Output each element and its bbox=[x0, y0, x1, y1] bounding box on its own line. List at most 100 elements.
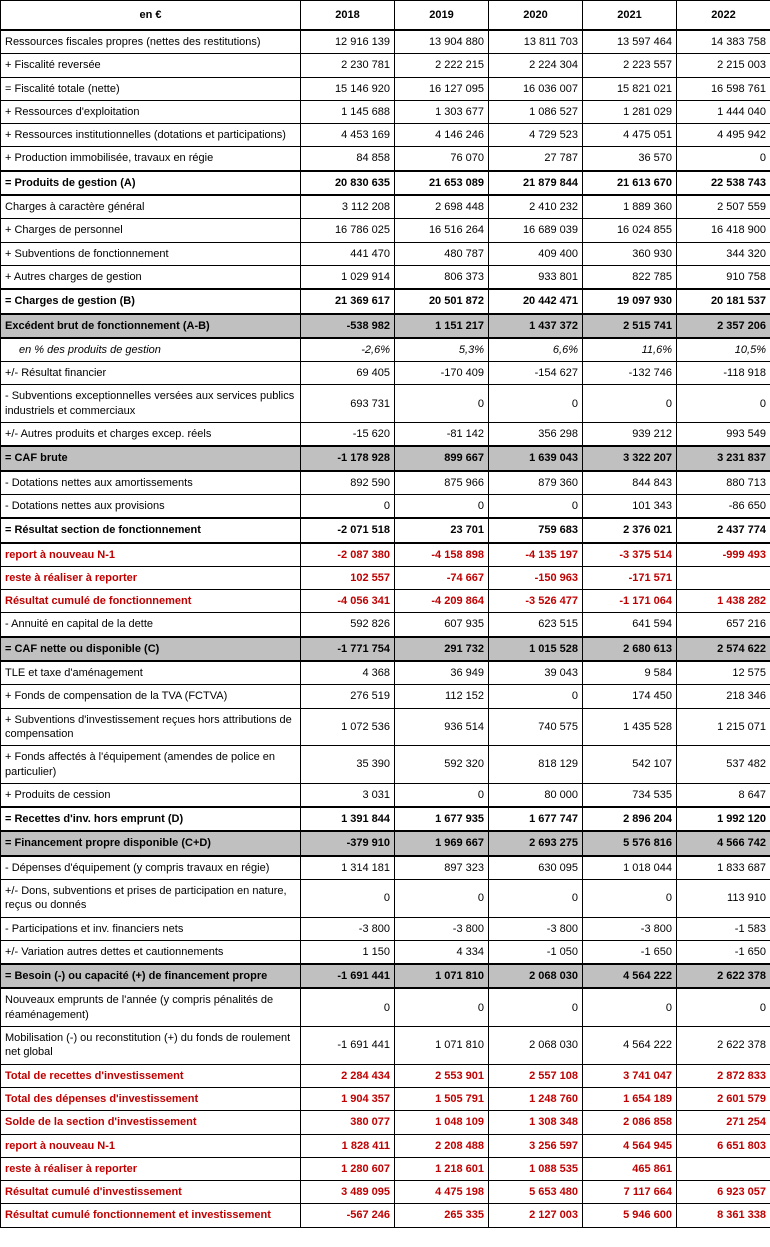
table-row: + Charges de personnel 16 786 025 16 516 2… bbox=[0, 218, 770, 243]
value-cell: 2 086 858 bbox=[582, 1110, 677, 1135]
value-cell: 0 bbox=[488, 684, 583, 709]
table-row: = Recettes d'inv. hors emprunt (D) 1 391 … bbox=[0, 806, 770, 833]
table-header: en €2018 2019 2020 2021 2022 bbox=[0, 0, 770, 31]
value-cell: 0 bbox=[488, 878, 583, 918]
table-row: - Dotations nettes aux provisions 0 0 0 101 … bbox=[0, 493, 770, 519]
value-cell: 592 320 bbox=[394, 745, 489, 784]
value-cell: 1 654 189 bbox=[582, 1086, 677, 1112]
table-row: reste à réaliser à reporter 1 280 607 1 21… bbox=[0, 1156, 770, 1182]
value-cell: -4 056 341 bbox=[300, 589, 395, 614]
value-cell: 844 843 bbox=[582, 470, 677, 495]
value-cell: 0 bbox=[300, 987, 395, 1028]
value-cell: 623 515 bbox=[488, 612, 583, 638]
value-cell: 441 470 bbox=[300, 241, 395, 266]
value-cell: 1 438 282 bbox=[676, 589, 770, 614]
row-label: Charges à caractère général bbox=[0, 194, 301, 220]
value-cell: 15 146 920 bbox=[300, 76, 395, 101]
row-label: reste à réaliser à reporter bbox=[0, 565, 301, 591]
value-cell: -379 910 bbox=[300, 830, 395, 857]
table-row: +/- Dons, subventions et prises de parti… bbox=[0, 878, 770, 918]
value-cell: 3 741 047 bbox=[582, 1063, 677, 1088]
value-cell: 4 566 742 bbox=[676, 830, 770, 857]
row-label: - Participations et inv. financiers nets bbox=[0, 916, 301, 941]
value-cell: 734 535 bbox=[582, 782, 677, 808]
value-cell: 993 549 bbox=[676, 422, 770, 447]
value-cell: -86 650 bbox=[676, 493, 770, 519]
value-cell: 1 029 914 bbox=[300, 264, 395, 290]
row-label: reste à réaliser à reporter bbox=[0, 1156, 301, 1182]
table-row: TLE et taxe d'aménagement 4 368 36 949 39 0… bbox=[0, 660, 770, 686]
row-label: Ressources fiscales propres (nettes des … bbox=[0, 29, 301, 55]
row-label: = Besoin (-) ou capacité (+) de financem… bbox=[0, 963, 301, 990]
value-cell: 7 117 664 bbox=[582, 1180, 677, 1205]
value-cell: -15 620 bbox=[300, 422, 395, 447]
value-cell: 0 bbox=[394, 493, 489, 519]
value-cell: 740 575 bbox=[488, 707, 583, 747]
row-label: + Fonds de compensation de la TVA (FCTVA… bbox=[0, 684, 301, 709]
value-cell: 0 bbox=[488, 384, 583, 424]
value-cell: 899 667 bbox=[394, 445, 489, 472]
value-cell: 84 858 bbox=[300, 146, 395, 172]
value-cell: 2 357 206 bbox=[676, 312, 770, 339]
value-cell: 2 698 448 bbox=[394, 194, 489, 220]
value-cell: 8 361 338 bbox=[676, 1203, 770, 1228]
row-label: + Produits de cession bbox=[0, 782, 301, 808]
value-cell: 2 215 003 bbox=[676, 53, 770, 78]
table-row: + Fiscalité reversée 2 230 781 2 222 215 2 … bbox=[0, 53, 770, 78]
row-label: Résultat cumulé fonctionnement et invest… bbox=[0, 1203, 301, 1228]
value-cell: 542 107 bbox=[582, 745, 677, 784]
value-cell: 1 215 071 bbox=[676, 707, 770, 747]
value-cell: 1 833 687 bbox=[676, 855, 770, 880]
value-cell: 0 bbox=[676, 987, 770, 1028]
value-cell: 1 248 760 bbox=[488, 1086, 583, 1112]
value-cell: 657 216 bbox=[676, 612, 770, 638]
row-label: Total des dépenses d'investissement bbox=[0, 1086, 301, 1112]
value-cell: 291 732 bbox=[394, 635, 489, 663]
table-row: + Ressources d'exploitation 1 145 688 1 30… bbox=[0, 99, 770, 125]
value-cell: 21 653 089 bbox=[394, 169, 489, 197]
table-row: - Subventions exceptionnelles versées au… bbox=[0, 384, 770, 424]
value-cell: 0 bbox=[676, 384, 770, 424]
value-cell: -3 375 514 bbox=[582, 542, 677, 567]
row-label: +/- Résultat financier bbox=[0, 361, 301, 386]
value-cell: 875 966 bbox=[394, 470, 489, 495]
table-row: Total de recettes d'investissement 2 284 … bbox=[0, 1063, 770, 1088]
value-cell: 3 322 207 bbox=[582, 445, 677, 472]
table-row: = CAF nette ou disponible (C) -1 771 754 2… bbox=[0, 635, 770, 663]
row-label: Résultat cumulé d'investissement bbox=[0, 1180, 301, 1205]
table-row: = Charges de gestion (B) 21 369 617 20 501… bbox=[0, 288, 770, 315]
value-cell: 35 390 bbox=[300, 745, 395, 784]
row-label: Résultat cumulé de fonctionnement bbox=[0, 589, 301, 614]
value-cell: -4 158 898 bbox=[394, 542, 489, 567]
value-cell: 8 647 bbox=[676, 782, 770, 808]
value-cell: 16 418 900 bbox=[676, 218, 770, 243]
value-cell: 2 680 613 bbox=[582, 635, 677, 663]
value-cell: 537 482 bbox=[676, 745, 770, 784]
table-row: + Production immobilisée, travaux en rég… bbox=[0, 146, 770, 172]
table-row: Solde de la section d'investissement 380 … bbox=[0, 1110, 770, 1135]
row-label: Solde de la section d'investissement bbox=[0, 1110, 301, 1135]
value-cell: 1 444 040 bbox=[676, 99, 770, 125]
value-cell: -118 918 bbox=[676, 361, 770, 386]
row-label: = Financement propre disponible (C+D) bbox=[0, 830, 301, 857]
year-header: 2021 bbox=[582, 0, 677, 31]
row-label: = CAF brute bbox=[0, 445, 301, 472]
value-cell: -170 409 bbox=[394, 361, 489, 386]
value-cell: 16 516 264 bbox=[394, 218, 489, 243]
value-cell: 5,3% bbox=[394, 337, 489, 363]
value-cell: 2 437 774 bbox=[676, 517, 770, 544]
value-cell: 23 701 bbox=[394, 517, 489, 544]
row-label: - Dotations nettes aux amortissements bbox=[0, 470, 301, 495]
value-cell: 1 151 217 bbox=[394, 312, 489, 339]
value-cell: -3 526 477 bbox=[488, 589, 583, 614]
value-cell: -538 982 bbox=[300, 312, 395, 339]
value-cell: -3 800 bbox=[582, 916, 677, 941]
table-row: +/- Résultat financier 69 405 -170 409 -154… bbox=[0, 361, 770, 386]
row-label: - Annuité en capital de la dette bbox=[0, 612, 301, 638]
value-cell: 4 475 198 bbox=[394, 1180, 489, 1205]
value-cell: 102 557 bbox=[300, 565, 395, 591]
value-cell: 1 086 527 bbox=[488, 99, 583, 125]
value-cell: 480 787 bbox=[394, 241, 489, 266]
value-cell: 2 693 275 bbox=[488, 830, 583, 857]
table-row: = Besoin (-) ou capacité (+) de financem… bbox=[0, 963, 770, 990]
